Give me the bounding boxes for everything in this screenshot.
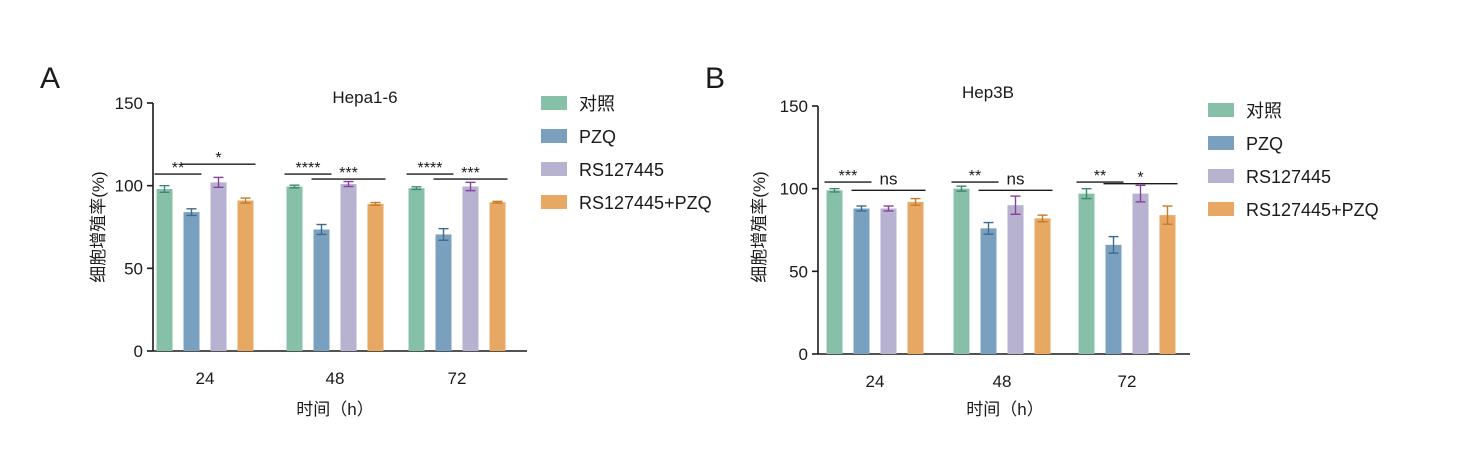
y-axis-label: 细胞增殖率(%) (750, 171, 769, 282)
significance-label: ns (880, 169, 898, 188)
bar-rs127445-pzq-72 (1159, 215, 1176, 354)
legend-swatch (541, 96, 567, 110)
bar-rs127445-pzq-48 (367, 203, 384, 351)
bar-rs127445-48 (1007, 205, 1024, 354)
legend-label: RS127445+PZQ (579, 193, 712, 213)
significance-label: *** (339, 165, 358, 182)
y-tick-label: 50 (124, 259, 143, 278)
legend-swatch (541, 162, 567, 176)
bar-rs127445-pzq-72 (489, 202, 506, 351)
significance-label: * (215, 150, 221, 167)
bar-rs127445-24 (880, 208, 897, 354)
significance-label: *** (839, 168, 858, 185)
x-tick-label: 24 (866, 372, 885, 391)
bar-rs127445-pzq-24 (907, 201, 924, 354)
bar-pzq-48 (313, 229, 330, 351)
x-tick-label: 24 (196, 369, 215, 388)
bar-rs127445-72 (462, 186, 479, 351)
significance-label: ** (172, 160, 184, 177)
legend-swatch (541, 195, 567, 209)
bar-pzq-72 (1105, 244, 1122, 354)
significance-label: **** (418, 160, 443, 177)
bar-rs127445-pzq-24 (237, 200, 254, 351)
panel-letter: A (40, 62, 60, 95)
x-axis-label: 时间（h） (296, 400, 373, 419)
bar---24 (826, 190, 843, 354)
y-tick-label: 50 (789, 262, 808, 281)
legend-swatch (541, 129, 567, 143)
legend-swatch (1208, 202, 1234, 216)
bar---72 (408, 188, 425, 351)
bar---48 (286, 186, 303, 351)
y-tick-label: 0 (134, 342, 143, 361)
legend-label: RS127445+PZQ (1246, 200, 1379, 220)
significance-label: **** (296, 160, 321, 177)
legend-swatch (1208, 169, 1234, 183)
bar-rs127445-72 (1132, 193, 1149, 354)
x-axis-label: 时间（h） (966, 400, 1043, 419)
legend-label: PZQ (579, 127, 616, 147)
legend-label: 对照 (1246, 101, 1282, 121)
x-tick-label: 48 (326, 369, 345, 388)
legend-label: RS127445 (1246, 167, 1331, 187)
bar-pzq-24 (853, 208, 870, 354)
bar-pzq-24 (183, 212, 200, 351)
significance-label: ns (1007, 169, 1025, 188)
chart-title: Hep3B (962, 83, 1014, 102)
panel-letter: B (705, 62, 725, 95)
legend-swatch (1208, 103, 1234, 117)
legend-label: PZQ (1246, 134, 1283, 154)
y-tick-label: 150 (780, 97, 808, 116)
x-tick-label: 48 (993, 372, 1012, 391)
significance-label: *** (461, 165, 480, 182)
bar-rs127445-pzq-48 (1034, 218, 1051, 354)
bar---72 (1078, 193, 1095, 354)
bar-pzq-48 (980, 228, 997, 354)
significance-label: * (1137, 170, 1143, 187)
y-tick-label: 100 (115, 177, 143, 196)
legend-label: 对照 (579, 94, 615, 114)
y-tick-label: 0 (799, 345, 808, 364)
bar-rs127445-48 (340, 184, 357, 351)
significance-label: ** (1094, 168, 1106, 185)
bar---48 (953, 188, 970, 354)
bar-pzq-72 (435, 234, 452, 351)
chart-title: Hepa1-6 (332, 88, 397, 107)
y-tick-label: 100 (780, 180, 808, 199)
legend-label: RS127445 (579, 160, 664, 180)
x-tick-label: 72 (448, 369, 467, 388)
y-axis-label: 细胞增殖率(%) (89, 171, 108, 282)
y-tick-label: 150 (115, 94, 143, 113)
significance-label: ** (969, 168, 981, 185)
bar---24 (156, 188, 173, 351)
bar-rs127445-24 (210, 182, 227, 351)
legend-swatch (1208, 136, 1234, 150)
x-tick-label: 72 (1118, 372, 1137, 391)
